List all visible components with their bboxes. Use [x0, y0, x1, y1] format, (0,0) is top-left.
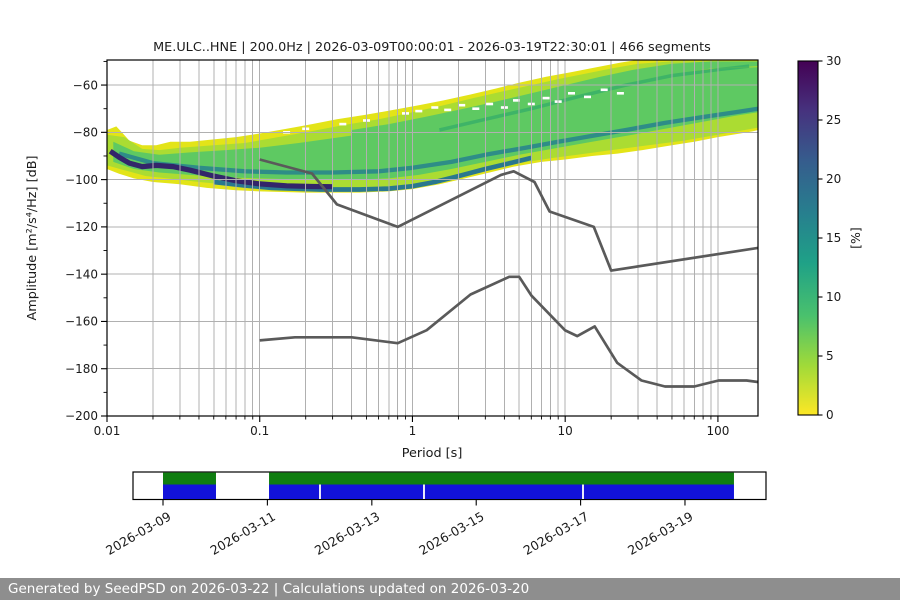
- coverage-segment-blue: [269, 484, 734, 499]
- colorbar-tick-label: 10: [826, 290, 841, 304]
- peterson-noise-model-curves: [259, 158, 758, 388]
- colorbar-label: [%]: [848, 227, 863, 249]
- y-tick-label: −180: [65, 362, 98, 376]
- ppsd-histogram: [107, 60, 758, 193]
- y-axis-label: Amplitude [m²/s⁴/Hz] [dB]: [25, 156, 40, 321]
- timeline-date-label: 2026-03-11: [207, 509, 277, 558]
- y-tick-label: −160: [65, 315, 98, 329]
- speckle-gap: [458, 103, 466, 107]
- x-tick-label: 100: [706, 424, 729, 438]
- y-tick-label: −80: [73, 126, 98, 140]
- segment-divider: [319, 484, 321, 499]
- chart-title: ME.ULC..HNE | 200.0Hz | 2026-03-09T00:00…: [153, 40, 711, 55]
- green-streak-main: [113, 67, 758, 180]
- timeline-date-label: 2026-03-17: [521, 509, 591, 558]
- y-tick-label: −140: [65, 267, 98, 281]
- x-tick-label: 0.01: [94, 424, 121, 438]
- y-tick-label: −60: [73, 78, 98, 92]
- speckle-gap: [568, 92, 575, 95]
- nhnm-curve: [259, 158, 758, 272]
- colorbar-tick-label: 30: [826, 54, 841, 68]
- x-tick-label: 10: [558, 424, 573, 438]
- footer-status-bar: Generated by SeedPSD on 2026-03-22 | Cal…: [0, 578, 900, 600]
- speckle-gap: [431, 106, 439, 109]
- x-tick-label: 1: [409, 424, 417, 438]
- nlnm-curve: [259, 275, 758, 388]
- speckle-gap: [616, 92, 624, 95]
- speckle-gap: [444, 108, 452, 112]
- plot-frame: [106, 59, 759, 417]
- colorbar-bar: [797, 60, 819, 416]
- speckle-gap: [415, 109, 423, 113]
- colorbar-tick-label: 0: [826, 408, 834, 422]
- teal-bottom-ridge: [213, 155, 532, 192]
- timeline-date-label: 2026-03-13: [312, 509, 382, 558]
- colorbar-tick-label: 20: [826, 172, 841, 186]
- timeline-date-label: 2026-03-09: [103, 509, 173, 558]
- x-axis-label: Period [s]: [402, 446, 463, 461]
- colorbar-ticks: 0 5 10 15 20 25 30: [818, 54, 841, 422]
- segment-divider: [423, 484, 425, 499]
- x-tick-label: 0.1: [250, 424, 269, 438]
- segment-divider: [582, 484, 584, 499]
- colorbar: 0 5 10 15 20 25 30 [%]: [797, 54, 863, 422]
- speckle-gap: [513, 99, 520, 102]
- y-tick-label: −100: [65, 173, 98, 187]
- y-tick-label: −120: [65, 220, 98, 234]
- speckle-gap: [339, 122, 347, 126]
- speckle-gap: [584, 95, 591, 99]
- availability-segment-green: [163, 472, 216, 485]
- speckle-gap: [542, 96, 550, 100]
- y-tick-label: −200: [65, 409, 98, 423]
- ppsd-figure: ME.ULC..HNE | 200.0Hz | 2026-03-09T00:00…: [25, 40, 863, 558]
- navy-mode-ridge: [108, 149, 333, 190]
- timeline-date-label: 2026-03-15: [416, 509, 486, 558]
- speckle-gap: [486, 102, 494, 106]
- data-availability-timeline: 2026-03-09 2026-03-11 2026-03-13 2026-03-15…: [103, 471, 767, 558]
- speckle-gap: [472, 107, 480, 110]
- speckle-gap: [600, 88, 608, 92]
- timeline-date-label: 2026-03-19: [625, 509, 695, 558]
- teal-streak-mid: [118, 106, 758, 175]
- colorbar-tick-label: 25: [826, 113, 841, 127]
- axis-ticks: 0.01 0.1 1 10 100 −60 −80 −100 −120 −140 −160 −180 −…: [65, 60, 729, 438]
- footer-text: Generated by SeedPSD on 2026-03-22 | Cal…: [8, 581, 530, 597]
- colorbar-tick-label: 5: [826, 349, 834, 363]
- colorbar-tick-label: 15: [826, 231, 841, 245]
- coverage-segment-blue: [163, 484, 216, 499]
- availability-segment-green: [269, 472, 734, 485]
- grid-lines: [107, 60, 758, 416]
